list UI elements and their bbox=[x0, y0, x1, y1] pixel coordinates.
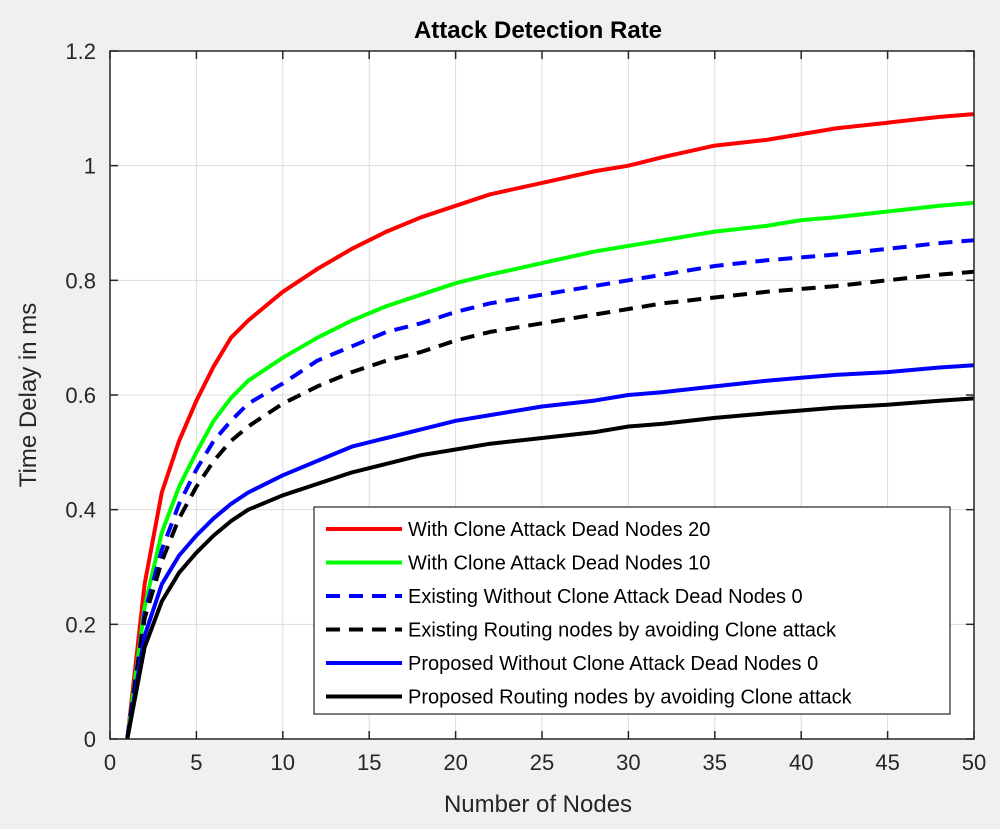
chart-title: Attack Detection Rate bbox=[414, 17, 662, 44]
x-tick-label: 45 bbox=[875, 750, 899, 775]
legend-entry-6: Proposed Routing nodes by avoiding Clone… bbox=[408, 687, 853, 709]
series-line-6 bbox=[125, 396, 975, 740]
legend-box bbox=[313, 506, 951, 715]
legend-entry-1: With Clone Attack Dead Nodes 20 bbox=[408, 519, 710, 541]
y-axis-label: Time Delay in ms bbox=[15, 303, 42, 487]
y-tick-label: 0.4 bbox=[65, 498, 96, 523]
y-tick-label: 0.2 bbox=[65, 612, 96, 637]
series-line-2 bbox=[125, 200, 975, 740]
x-axis-label: Number of Nodes bbox=[444, 791, 632, 818]
series-line-3 bbox=[125, 238, 975, 740]
series-layer bbox=[125, 112, 975, 740]
y-tick-label: 0.8 bbox=[65, 268, 96, 293]
legend: With Clone Attack Dead Nodes 20 With Clon… bbox=[313, 506, 951, 715]
y-tick-label: 1 bbox=[84, 154, 96, 179]
x-tick-label: 15 bbox=[357, 750, 381, 775]
y-tick-label: 1.2 bbox=[65, 39, 96, 64]
series-line-5 bbox=[125, 363, 975, 740]
x-tick-label: 5 bbox=[190, 750, 202, 775]
series-line-1 bbox=[125, 112, 975, 740]
x-tick-label: 50 bbox=[962, 750, 986, 775]
x-tick-label: 10 bbox=[271, 750, 295, 775]
legend-entry-3: Existing Without Clone Attack Dead Nodes… bbox=[408, 586, 803, 608]
y-tick-label: 0.6 bbox=[65, 383, 96, 408]
x-tick-label: 25 bbox=[530, 750, 554, 775]
x-tick-label: 0 bbox=[104, 750, 116, 775]
x-tick-label: 40 bbox=[789, 750, 813, 775]
tick-layer: 0 5 10 15 20 25 30 35 40 45 50 0 0.2 0.4 0.6 0.8 1 1.2 bbox=[65, 39, 986, 775]
y-tick-label: 0 bbox=[84, 727, 96, 752]
x-tick-label: 35 bbox=[703, 750, 727, 775]
x-tick-label: 30 bbox=[616, 750, 640, 775]
legend-entry-4: Existing Routing nodes by avoiding Clone… bbox=[408, 620, 837, 642]
x-tick-label: 20 bbox=[443, 750, 467, 775]
legend-entry-5: Proposed Without Clone Attack Dead Nodes… bbox=[408, 653, 818, 675]
legend-entry-2: With Clone Attack Dead Nodes 10 bbox=[408, 553, 710, 575]
